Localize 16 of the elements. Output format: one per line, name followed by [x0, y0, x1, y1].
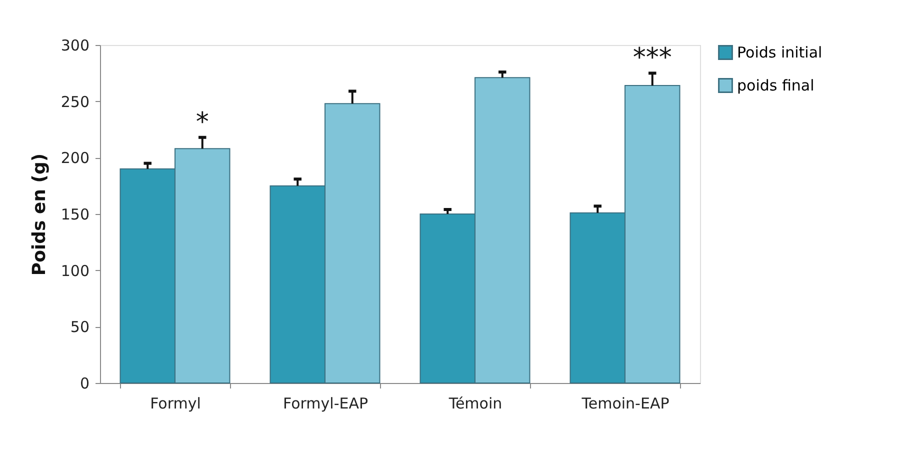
y-axis-title: Poids en (g) — [28, 153, 50, 276]
x-tick-label: Formyl — [150, 394, 201, 412]
legend-label: poids final — [737, 76, 814, 94]
x-tick-label: Temoin-EAP — [580, 394, 670, 412]
legend-label: Poids initial — [737, 44, 822, 62]
y-tick-label: 0 — [80, 374, 90, 392]
x-tick-label: Témoin — [448, 394, 502, 412]
y-tick-label: 250 — [60, 92, 90, 111]
data-label: *** — [632, 43, 672, 74]
y-tick-label: 150 — [60, 206, 90, 224]
data-label: * — [196, 107, 209, 138]
y-tick-label: 50 — [70, 318, 90, 336]
y-tick-label: 200 — [60, 149, 90, 168]
y-tick-label: 300 — [60, 36, 90, 54]
x-tick-label: Formyl-EAP — [282, 394, 368, 412]
y-tick-label: 100 — [60, 262, 90, 280]
